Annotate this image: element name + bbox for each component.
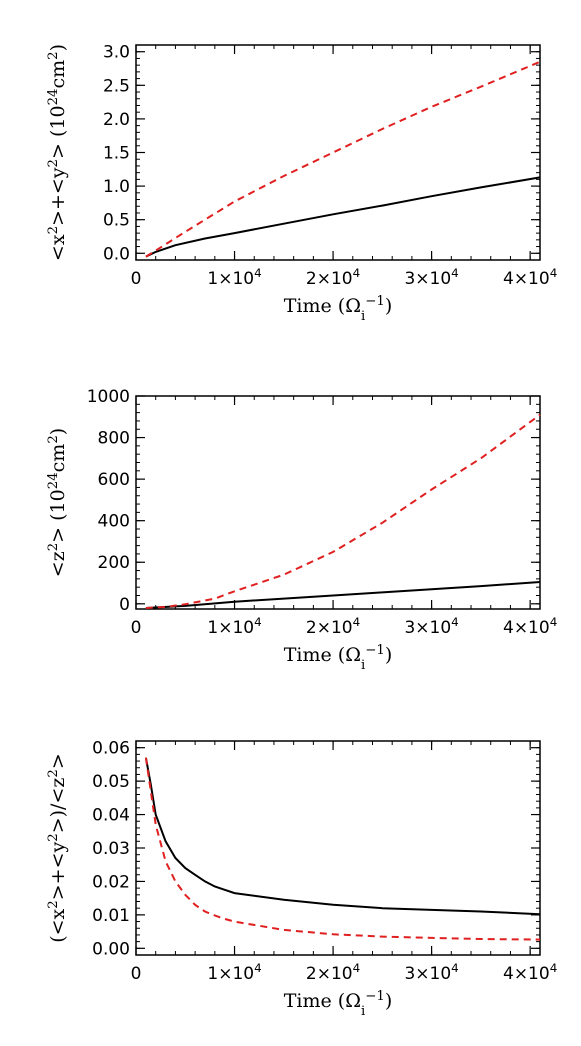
plot-frame xyxy=(135,44,541,261)
y-tick-label: 0.0 xyxy=(103,244,130,264)
y-tick-label: 1000 xyxy=(87,387,130,407)
y-tick-label: 0 xyxy=(119,595,130,615)
y-tick-label: 0.05 xyxy=(92,772,130,792)
y-tick-label: 3.0 xyxy=(103,43,130,63)
x-tick-label: 2×104 xyxy=(306,961,360,984)
y-tick-label: 800 xyxy=(98,429,130,449)
y-tick-label: 0.03 xyxy=(92,839,130,859)
y-tick-label: 0.00 xyxy=(92,939,130,959)
plot-2: 0 1×104 2×104 3×104 4×104 0 200 400 600 800 1000 Ti… xyxy=(46,387,558,673)
y-axis-title: <x2>+<y2> (1024cm2) xyxy=(46,44,70,261)
x-tick-label: 2×104 xyxy=(306,615,360,638)
x-tick-label: 4×104 xyxy=(503,961,557,984)
plot-3: 0 1×104 2×104 3×104 4×104 0.00 0.01 0.02 0.03 0.0… xyxy=(46,739,558,1019)
x-tick-label: 4×104 xyxy=(503,615,557,638)
x-axis-title: Time (Ωi−1) xyxy=(284,643,393,673)
x-axis-title: Time (Ωi−1) xyxy=(284,294,393,324)
series-line-1 xyxy=(145,581,541,609)
plot-frame xyxy=(135,395,541,610)
x-tick-label: 3×104 xyxy=(404,961,458,984)
y-tick-label: 600 xyxy=(98,470,130,490)
plot-1: 0 1×104 2×104 3×104 4×104 0.0 0.5 1.0 1.5 2.0 2.5 3… xyxy=(46,43,558,324)
y-tick-label: 0.02 xyxy=(92,872,130,892)
plot-frame xyxy=(135,740,541,956)
y-tick-label: 1.0 xyxy=(103,177,130,197)
y-tick-label: 200 xyxy=(98,553,130,573)
x-tick-label: 1×104 xyxy=(207,615,261,638)
y-tick-label: 1.5 xyxy=(103,144,130,164)
y-axis-title: (<x2>+<y2>)/<z2> xyxy=(46,753,70,943)
y-tick-label: 400 xyxy=(98,512,130,532)
x-tick-label: 0 xyxy=(131,269,142,289)
series-line-1 xyxy=(144,757,541,916)
y-tick-label: 0.04 xyxy=(92,806,130,826)
y-tick-label: 2.0 xyxy=(103,110,130,130)
x-tick-label: 1×104 xyxy=(207,266,261,289)
x-tick-label: 0 xyxy=(131,618,142,638)
x-tick-label: 2×104 xyxy=(306,266,360,289)
y-tick-label: 0.5 xyxy=(103,211,130,231)
series-line-1 xyxy=(145,176,541,258)
x-axis-title: Time (Ωi−1) xyxy=(284,989,393,1019)
y-axis-title: <z2> (1024cm2) xyxy=(46,428,70,577)
series-line-2 xyxy=(144,757,541,941)
series-line-2 xyxy=(145,413,541,609)
y-tick-label: 0.01 xyxy=(92,906,130,926)
series-line-2 xyxy=(145,60,541,258)
y-tick-label: 2.5 xyxy=(103,76,130,96)
x-tick-label: 3×104 xyxy=(404,615,458,638)
x-tick-label: 0 xyxy=(131,964,142,984)
x-tick-label: 3×104 xyxy=(404,266,458,289)
x-tick-label: 1×104 xyxy=(207,961,261,984)
x-tick-label: 4×104 xyxy=(503,266,557,289)
y-tick-label: 0.06 xyxy=(92,739,130,759)
